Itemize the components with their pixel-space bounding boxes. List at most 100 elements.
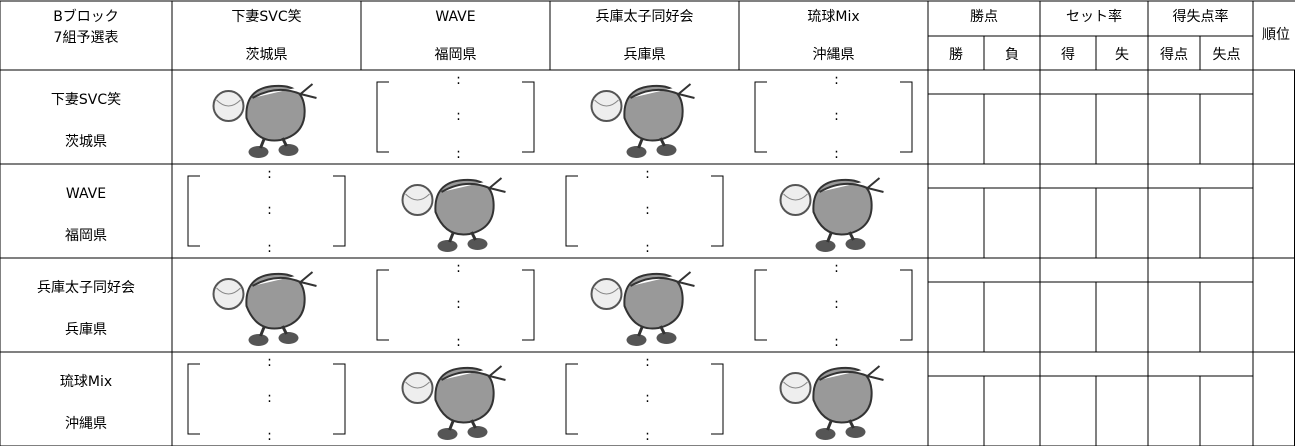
mascot-icon <box>779 177 884 252</box>
mascot-icon <box>401 177 506 252</box>
column-team-pref: 兵庫県 <box>624 46 666 63</box>
leg <box>826 419 833 431</box>
row-team-name: 下妻SVC笑 <box>51 92 121 108</box>
bracket <box>376 269 389 341</box>
foot <box>845 426 866 438</box>
stat-subheader: 負 <box>1005 47 1019 63</box>
column-team-name: 下妻SVC笑 <box>231 9 301 25</box>
body <box>434 366 495 424</box>
ball-seam <box>216 99 241 107</box>
bracket <box>187 363 200 435</box>
leg <box>259 137 266 149</box>
mascot-icon <box>590 271 695 346</box>
score-separator: : <box>645 240 650 256</box>
body <box>812 366 873 424</box>
row-team-pref: 茨城県 <box>65 134 107 150</box>
stat-subheader: 失 <box>1115 47 1129 63</box>
headband <box>629 271 695 287</box>
body <box>245 84 306 142</box>
bracket <box>754 269 767 341</box>
score-separator: : <box>456 108 461 124</box>
leg <box>637 325 644 337</box>
column-team-pref: 福岡県 <box>435 47 477 63</box>
stat-subheader: 得 <box>1061 46 1075 63</box>
row-team-name: WAVE <box>66 186 106 202</box>
bracket <box>187 175 200 247</box>
score-separator: : <box>267 428 272 444</box>
row-team-pref: 兵庫県 <box>65 321 107 338</box>
bracket <box>900 269 913 341</box>
score-separator: : <box>645 428 650 444</box>
leg <box>848 231 855 241</box>
headband <box>629 83 695 99</box>
foot <box>248 146 269 158</box>
score-separator: : <box>267 240 272 256</box>
score-separator: : <box>267 354 272 370</box>
mascot-icon <box>590 83 695 158</box>
bracket <box>522 81 535 153</box>
foot <box>248 334 269 346</box>
stat-header: 勝点 <box>970 9 998 25</box>
foot <box>845 238 866 250</box>
score-separator: : <box>456 260 461 276</box>
row-team-pref: 沖縄県 <box>65 416 107 432</box>
leg <box>281 137 288 147</box>
score-separator: : <box>834 260 839 276</box>
column-team-name: 兵庫太子同好会 <box>596 8 694 25</box>
stat-header: 順位 <box>1262 27 1290 43</box>
foot <box>656 144 677 156</box>
bracket <box>711 363 724 435</box>
leg <box>659 325 666 335</box>
score-separator: : <box>645 390 650 406</box>
score-separator: : <box>834 72 839 88</box>
ball-seam <box>783 381 808 389</box>
stat-subheader: 失点 <box>1213 47 1241 63</box>
foot <box>815 428 836 440</box>
foot <box>467 426 488 438</box>
bracket <box>900 81 913 153</box>
ball-seam <box>405 193 430 201</box>
bracket <box>333 363 346 435</box>
score-separator: : <box>645 166 650 182</box>
body <box>623 272 684 330</box>
ball-seam <box>594 99 619 107</box>
headband <box>818 365 884 381</box>
leg <box>848 419 855 429</box>
headband <box>251 83 317 99</box>
bracket <box>565 363 578 435</box>
score-separator: : <box>645 202 650 218</box>
leg <box>259 325 266 337</box>
foot <box>626 146 647 158</box>
foot <box>278 144 299 156</box>
leg <box>281 325 288 335</box>
score-separator: : <box>834 108 839 124</box>
score-separator: : <box>267 390 272 406</box>
ball-seam <box>594 287 619 295</box>
foot <box>656 332 677 344</box>
ball-seam <box>216 287 241 295</box>
leg <box>637 137 644 149</box>
stat-subheader: 得点 <box>1160 46 1188 63</box>
foot <box>815 240 836 252</box>
headband <box>251 271 317 287</box>
foot <box>278 332 299 344</box>
score-separator: : <box>834 296 839 312</box>
foot <box>467 238 488 250</box>
stat-header: 得失点率 <box>1173 8 1229 25</box>
body <box>623 84 684 142</box>
score-separator: : <box>834 334 839 350</box>
score-separator: : <box>267 166 272 182</box>
stat-subheader: 勝 <box>949 47 963 63</box>
block-label: Bブロック <box>53 8 119 25</box>
headband <box>440 177 506 193</box>
score-separator: : <box>456 334 461 350</box>
column-team-name: WAVE <box>435 9 475 25</box>
score-separator: : <box>645 354 650 370</box>
leg <box>470 419 477 429</box>
stat-header: セット率 <box>1066 8 1122 25</box>
bracket <box>711 175 724 247</box>
column-team-pref: 茨城県 <box>246 47 288 63</box>
mascot-icon <box>212 83 317 158</box>
body <box>245 272 306 330</box>
